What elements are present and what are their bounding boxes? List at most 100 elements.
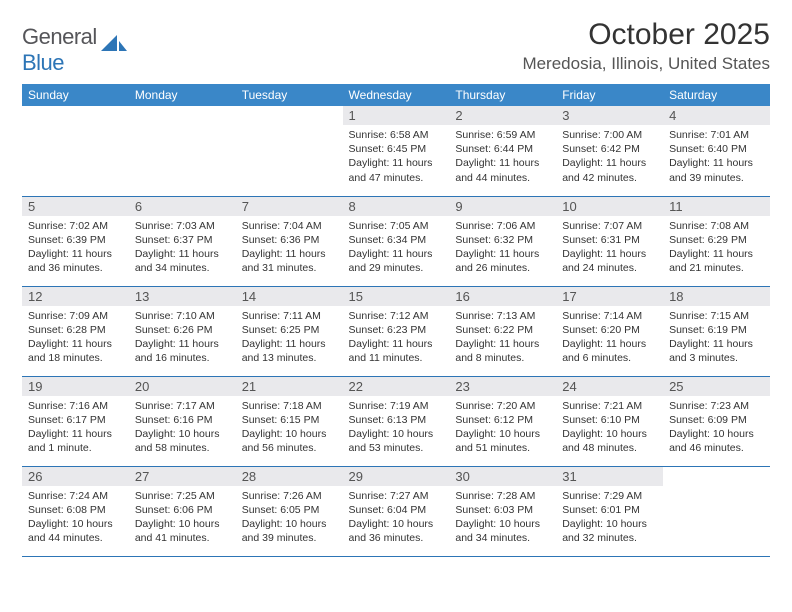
day-number: 17: [556, 287, 663, 306]
calendar-day-cell: 2Sunrise: 6:59 AMSunset: 6:44 PMDaylight…: [449, 106, 556, 196]
sunset-text: Sunset: 6:42 PM: [562, 142, 657, 156]
day-sun-data: Sunrise: 7:20 AMSunset: 6:12 PMDaylight:…: [449, 396, 556, 461]
sunrise-text: Sunrise: 6:58 AM: [349, 128, 444, 142]
daylight-text: Daylight: 10 hours and 32 minutes.: [562, 517, 657, 545]
calendar-day-cell: 7Sunrise: 7:04 AMSunset: 6:36 PMDaylight…: [236, 196, 343, 286]
calendar-day-cell: 5Sunrise: 7:02 AMSunset: 6:39 PMDaylight…: [22, 196, 129, 286]
day-number: 11: [663, 197, 770, 216]
calendar-day-cell: [129, 106, 236, 196]
weekday-header: Thursday: [449, 84, 556, 106]
day-sun-data: Sunrise: 7:19 AMSunset: 6:13 PMDaylight:…: [343, 396, 450, 461]
day-sun-data: Sunrise: 7:05 AMSunset: 6:34 PMDaylight:…: [343, 216, 450, 281]
calendar-day-cell: 24Sunrise: 7:21 AMSunset: 6:10 PMDayligh…: [556, 376, 663, 466]
sunrise-text: Sunrise: 7:14 AM: [562, 309, 657, 323]
day-number: 2: [449, 106, 556, 125]
sunset-text: Sunset: 6:31 PM: [562, 233, 657, 247]
calendar-day-cell: 8Sunrise: 7:05 AMSunset: 6:34 PMDaylight…: [343, 196, 450, 286]
calendar-day-cell: 21Sunrise: 7:18 AMSunset: 6:15 PMDayligh…: [236, 376, 343, 466]
daylight-text: Daylight: 11 hours and 36 minutes.: [28, 247, 123, 275]
calendar-day-cell: 23Sunrise: 7:20 AMSunset: 6:12 PMDayligh…: [449, 376, 556, 466]
daylight-text: Daylight: 11 hours and 11 minutes.: [349, 337, 444, 365]
day-sun-data: Sunrise: 7:18 AMSunset: 6:15 PMDaylight:…: [236, 396, 343, 461]
sunset-text: Sunset: 6:10 PM: [562, 413, 657, 427]
sunset-text: Sunset: 6:12 PM: [455, 413, 550, 427]
sunset-text: Sunset: 6:37 PM: [135, 233, 230, 247]
location-subtitle: Meredosia, Illinois, United States: [522, 54, 770, 74]
day-sun-data: Sunrise: 7:10 AMSunset: 6:26 PMDaylight:…: [129, 306, 236, 371]
daylight-text: Daylight: 11 hours and 3 minutes.: [669, 337, 764, 365]
sunrise-text: Sunrise: 7:18 AM: [242, 399, 337, 413]
sunset-text: Sunset: 6:03 PM: [455, 503, 550, 517]
brand-text: General Blue: [22, 24, 97, 76]
sunset-text: Sunset: 6:19 PM: [669, 323, 764, 337]
day-number: 3: [556, 106, 663, 125]
day-sun-data: Sunrise: 7:11 AMSunset: 6:25 PMDaylight:…: [236, 306, 343, 371]
daylight-text: Daylight: 11 hours and 44 minutes.: [455, 156, 550, 184]
sunset-text: Sunset: 6:44 PM: [455, 142, 550, 156]
sunrise-text: Sunrise: 7:12 AM: [349, 309, 444, 323]
calendar-day-cell: [663, 466, 770, 556]
day-number: 7: [236, 197, 343, 216]
calendar-week-row: 19Sunrise: 7:16 AMSunset: 6:17 PMDayligh…: [22, 376, 770, 466]
daylight-text: Daylight: 11 hours and 21 minutes.: [669, 247, 764, 275]
daylight-text: Daylight: 10 hours and 51 minutes.: [455, 427, 550, 455]
sunrise-text: Sunrise: 7:15 AM: [669, 309, 764, 323]
calendar-body: 1Sunrise: 6:58 AMSunset: 6:45 PMDaylight…: [22, 106, 770, 556]
sunset-text: Sunset: 6:17 PM: [28, 413, 123, 427]
daylight-text: Daylight: 10 hours and 41 minutes.: [135, 517, 230, 545]
day-sun-data: Sunrise: 7:17 AMSunset: 6:16 PMDaylight:…: [129, 396, 236, 461]
sunset-text: Sunset: 6:08 PM: [28, 503, 123, 517]
sunrise-text: Sunrise: 7:09 AM: [28, 309, 123, 323]
calendar-day-cell: 20Sunrise: 7:17 AMSunset: 6:16 PMDayligh…: [129, 376, 236, 466]
weekday-header: Sunday: [22, 84, 129, 106]
day-number: 6: [129, 197, 236, 216]
day-sun-data: Sunrise: 7:04 AMSunset: 6:36 PMDaylight:…: [236, 216, 343, 281]
calendar-day-cell: 29Sunrise: 7:27 AMSunset: 6:04 PMDayligh…: [343, 466, 450, 556]
weekday-header: Saturday: [663, 84, 770, 106]
sunrise-text: Sunrise: 7:23 AM: [669, 399, 764, 413]
sunrise-text: Sunrise: 7:19 AM: [349, 399, 444, 413]
day-number: 22: [343, 377, 450, 396]
sunset-text: Sunset: 6:05 PM: [242, 503, 337, 517]
day-sun-data: Sunrise: 7:15 AMSunset: 6:19 PMDaylight:…: [663, 306, 770, 371]
sunset-text: Sunset: 6:26 PM: [135, 323, 230, 337]
sunrise-text: Sunrise: 7:11 AM: [242, 309, 337, 323]
sunset-text: Sunset: 6:04 PM: [349, 503, 444, 517]
sunrise-text: Sunrise: 7:17 AM: [135, 399, 230, 413]
day-number: 21: [236, 377, 343, 396]
daylight-text: Daylight: 11 hours and 47 minutes.: [349, 156, 444, 184]
calendar-day-cell: 31Sunrise: 7:29 AMSunset: 6:01 PMDayligh…: [556, 466, 663, 556]
day-number: 8: [343, 197, 450, 216]
day-number: 14: [236, 287, 343, 306]
calendar-day-cell: [236, 106, 343, 196]
sunset-text: Sunset: 6:09 PM: [669, 413, 764, 427]
day-sun-data: Sunrise: 7:06 AMSunset: 6:32 PMDaylight:…: [449, 216, 556, 281]
sunset-text: Sunset: 6:16 PM: [135, 413, 230, 427]
sunrise-text: Sunrise: 7:16 AM: [28, 399, 123, 413]
weekday-header: Monday: [129, 84, 236, 106]
daylight-text: Daylight: 10 hours and 56 minutes.: [242, 427, 337, 455]
calendar-day-cell: 4Sunrise: 7:01 AMSunset: 6:40 PMDaylight…: [663, 106, 770, 196]
sunset-text: Sunset: 6:34 PM: [349, 233, 444, 247]
sunrise-text: Sunrise: 7:01 AM: [669, 128, 764, 142]
sunset-text: Sunset: 6:45 PM: [349, 142, 444, 156]
calendar-day-cell: 15Sunrise: 7:12 AMSunset: 6:23 PMDayligh…: [343, 286, 450, 376]
day-number: 25: [663, 377, 770, 396]
day-sun-data: Sunrise: 7:28 AMSunset: 6:03 PMDaylight:…: [449, 486, 556, 551]
day-number: 31: [556, 467, 663, 486]
sunset-text: Sunset: 6:15 PM: [242, 413, 337, 427]
calendar-day-cell: 27Sunrise: 7:25 AMSunset: 6:06 PMDayligh…: [129, 466, 236, 556]
sunset-text: Sunset: 6:22 PM: [455, 323, 550, 337]
day-number: [22, 106, 129, 110]
calendar-day-cell: 25Sunrise: 7:23 AMSunset: 6:09 PMDayligh…: [663, 376, 770, 466]
calendar-day-cell: 11Sunrise: 7:08 AMSunset: 6:29 PMDayligh…: [663, 196, 770, 286]
daylight-text: Daylight: 10 hours and 36 minutes.: [349, 517, 444, 545]
daylight-text: Daylight: 11 hours and 1 minute.: [28, 427, 123, 455]
sunrise-text: Sunrise: 7:13 AM: [455, 309, 550, 323]
day-number: [663, 467, 770, 471]
day-number: 13: [129, 287, 236, 306]
sunset-text: Sunset: 6:25 PM: [242, 323, 337, 337]
sunrise-text: Sunrise: 7:07 AM: [562, 219, 657, 233]
calendar-week-row: 26Sunrise: 7:24 AMSunset: 6:08 PMDayligh…: [22, 466, 770, 556]
day-number: 19: [22, 377, 129, 396]
